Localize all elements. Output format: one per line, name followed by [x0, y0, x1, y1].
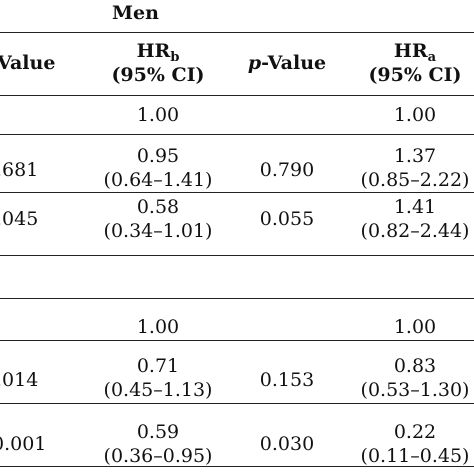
cell-hrb: 0.95 — [136, 145, 180, 167]
cell-hrb: 0.58 — [136, 196, 180, 218]
cell-p-value: 0.153 — [259, 369, 315, 391]
cell-hrb-ci: (0.34–1.01) — [103, 220, 213, 242]
cell-hra-ci: (0.11–0.45) — [360, 445, 470, 467]
header-bottom-rule — [0, 95, 474, 96]
cell-hrb: 1.00 — [136, 316, 180, 338]
group-label: Men — [112, 2, 159, 24]
cell-p-value: 0.030 — [259, 433, 315, 455]
row-rule — [0, 403, 474, 404]
row-rule — [0, 255, 474, 256]
cell-hra: 1.00 — [393, 104, 437, 126]
header-p-value: p-Value — [247, 52, 327, 74]
header-hra: HRa — [393, 40, 437, 65]
row-rule — [0, 466, 474, 467]
cell-hrb: 1.00 — [136, 104, 180, 126]
cell-hra-ci: (0.82–2.44) — [360, 220, 470, 242]
cell-hra: 1.41 — [393, 196, 437, 218]
cell-hra-ci: (0.85–2.22) — [360, 169, 470, 191]
cell-hra: 1.37 — [393, 145, 437, 167]
cell-p-value: .045 — [0, 208, 39, 230]
cell-p-value: .681 — [0, 159, 39, 181]
row-rule — [0, 340, 474, 341]
cell-hrb: 0.71 — [136, 355, 180, 377]
header-value: Value — [0, 52, 56, 74]
cell-hrb-ci: (0.45–1.13) — [103, 379, 213, 401]
row-rule — [0, 134, 474, 135]
cell-hra: 0.83 — [393, 355, 437, 377]
row-rule — [0, 298, 474, 299]
cell-hrb: 0.59 — [136, 421, 180, 443]
header-hra-ci: (95% CI) — [368, 64, 462, 86]
row-rule — [0, 192, 474, 193]
header-top-rule — [0, 32, 474, 33]
cell-p-value: 0.001 — [0, 433, 47, 455]
cell-hra: 0.22 — [393, 421, 437, 443]
cell-hra: 1.00 — [393, 316, 437, 338]
cell-hrb-ci: (0.36–0.95) — [103, 445, 213, 467]
header-hrb: HRb — [136, 40, 180, 65]
cell-p-value: 0.790 — [259, 159, 315, 181]
cell-hrb-ci: (0.64–1.41) — [103, 169, 213, 191]
cell-p-value: 0.055 — [259, 208, 315, 230]
cell-hra-ci: (0.53–1.30) — [360, 379, 470, 401]
cell-p-value: .014 — [0, 369, 39, 391]
header-hrb-ci: (95% CI) — [111, 64, 205, 86]
